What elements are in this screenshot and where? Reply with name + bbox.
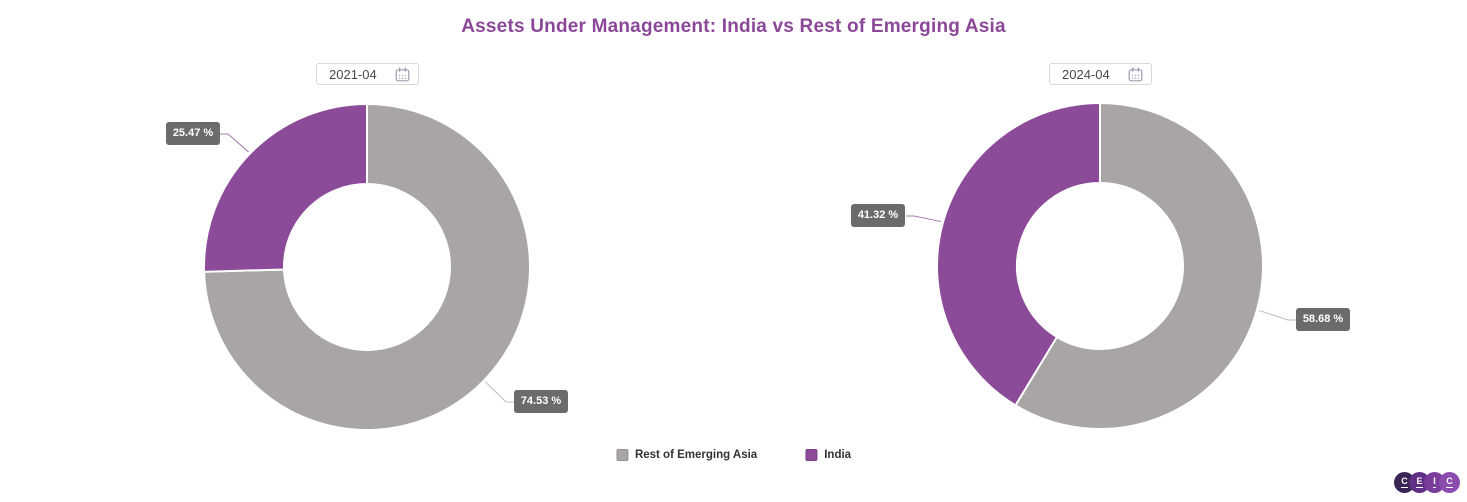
date-picker-right[interactable]: 2024-04 (1049, 63, 1152, 85)
donut-slice-2024-04-india[interactable] (936, 102, 1101, 407)
date-value-right: 2024-04 (1062, 66, 1110, 82)
legend: Rest of Emerging Asia India (615, 449, 851, 461)
data-label-india-2021: 25.47 % (166, 122, 220, 145)
calendar-icon[interactable] (395, 66, 410, 82)
date-picker-left[interactable]: 2021-04 (316, 63, 419, 85)
ceic-logo: C E I C (1394, 472, 1461, 494)
data-label-connector (220, 133, 249, 153)
legend-swatch-rest (615, 449, 628, 461)
data-label-rest-2024: 58.68 % (1296, 308, 1350, 331)
logo-circle-c2: C (1439, 472, 1460, 493)
calendar-icon[interactable] (1128, 66, 1143, 82)
data-label-rest-2021: 74.53 % (514, 390, 568, 413)
chart-title: Assets Under Management: India vs Rest o… (461, 16, 1006, 37)
data-label-connector (485, 381, 514, 403)
legend-label-india: India (824, 449, 852, 461)
data-label-india-2024: 41.32 % (851, 204, 905, 227)
donut-slice-2021-04-rest-of-emerging-asia[interactable] (203, 103, 531, 431)
donut-slice-2024-04-rest-of-emerging-asia[interactable] (1014, 102, 1264, 430)
date-value-left: 2021-04 (329, 66, 377, 82)
legend-item-rest-of-emerging-asia[interactable]: Rest of Emerging Asia (615, 449, 758, 461)
donut-slice-2021-04-india[interactable] (203, 103, 368, 273)
legend-swatch-india (805, 449, 818, 461)
data-label-connector (1258, 309, 1296, 321)
legend-label-rest: Rest of Emerging Asia (634, 449, 758, 461)
legend-item-india[interactable]: India (805, 449, 851, 461)
data-label-connector (906, 215, 942, 223)
